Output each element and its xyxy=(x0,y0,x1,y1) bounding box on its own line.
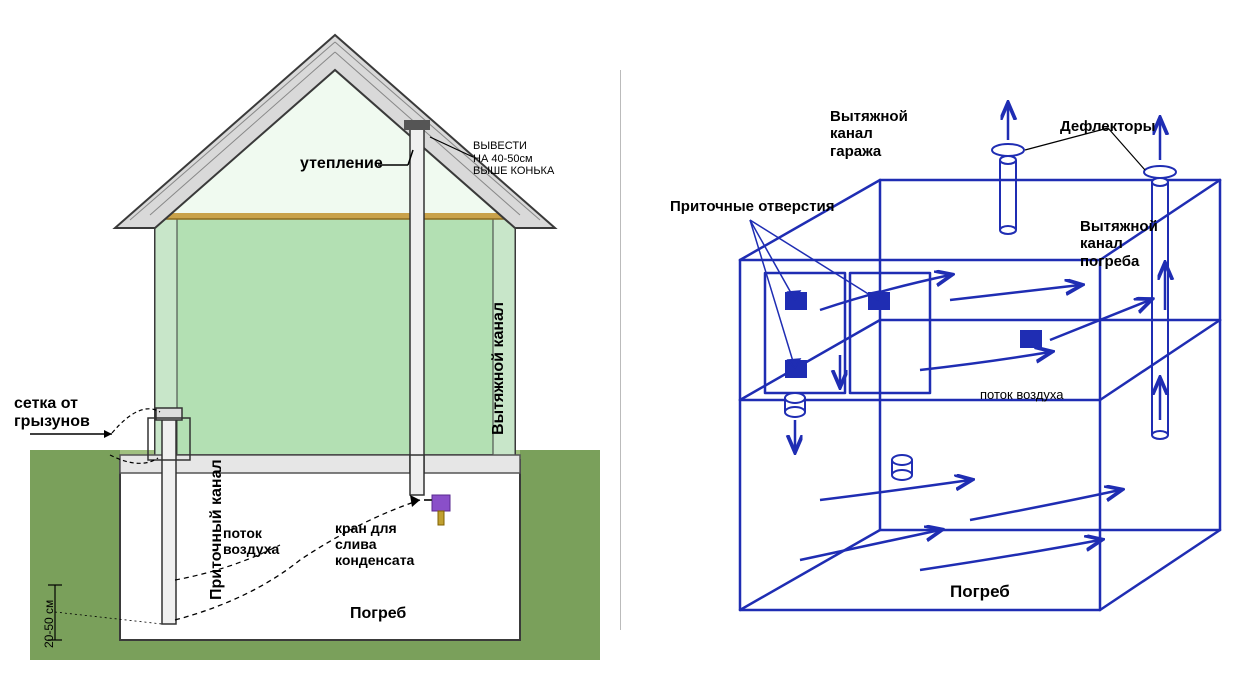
label-uteplenie: утепление xyxy=(300,155,383,173)
garage-iso: Приточные отверстия Вытяжной канал гараж… xyxy=(620,0,1240,679)
label-intake-holes: Приточные отверстия xyxy=(670,198,835,215)
label-dim: 20-50 см xyxy=(42,600,56,648)
label-flow-right: поток воздуха xyxy=(980,388,1064,403)
label-flow: поток воздуха xyxy=(223,525,279,557)
house-cross-section: утепление ВЫВЕСТИ НА 40-50см ВЫШЕ КОНЬКА… xyxy=(0,0,620,679)
iso-svg xyxy=(620,0,1240,679)
label-tap: кран для слива конденсата xyxy=(335,520,414,568)
label-exhaust-garage: Вытяжной канал гаража xyxy=(830,108,908,160)
house-svg xyxy=(0,0,620,679)
label-cellar-right: Погреб xyxy=(950,582,1010,602)
label-exhaust-channel: Вытяжной канал xyxy=(490,302,508,435)
label-exhaust-cellar: Вытяжной канал погреба xyxy=(1080,218,1158,270)
label-cellar-left: Погреб xyxy=(350,605,406,623)
label-mesh: сетка от грызунов xyxy=(14,395,90,432)
label-deflectors: Дефлекторы xyxy=(1060,118,1155,135)
label-vyvesti: ВЫВЕСТИ НА 40-50см ВЫШЕ КОНЬКА xyxy=(473,140,554,178)
